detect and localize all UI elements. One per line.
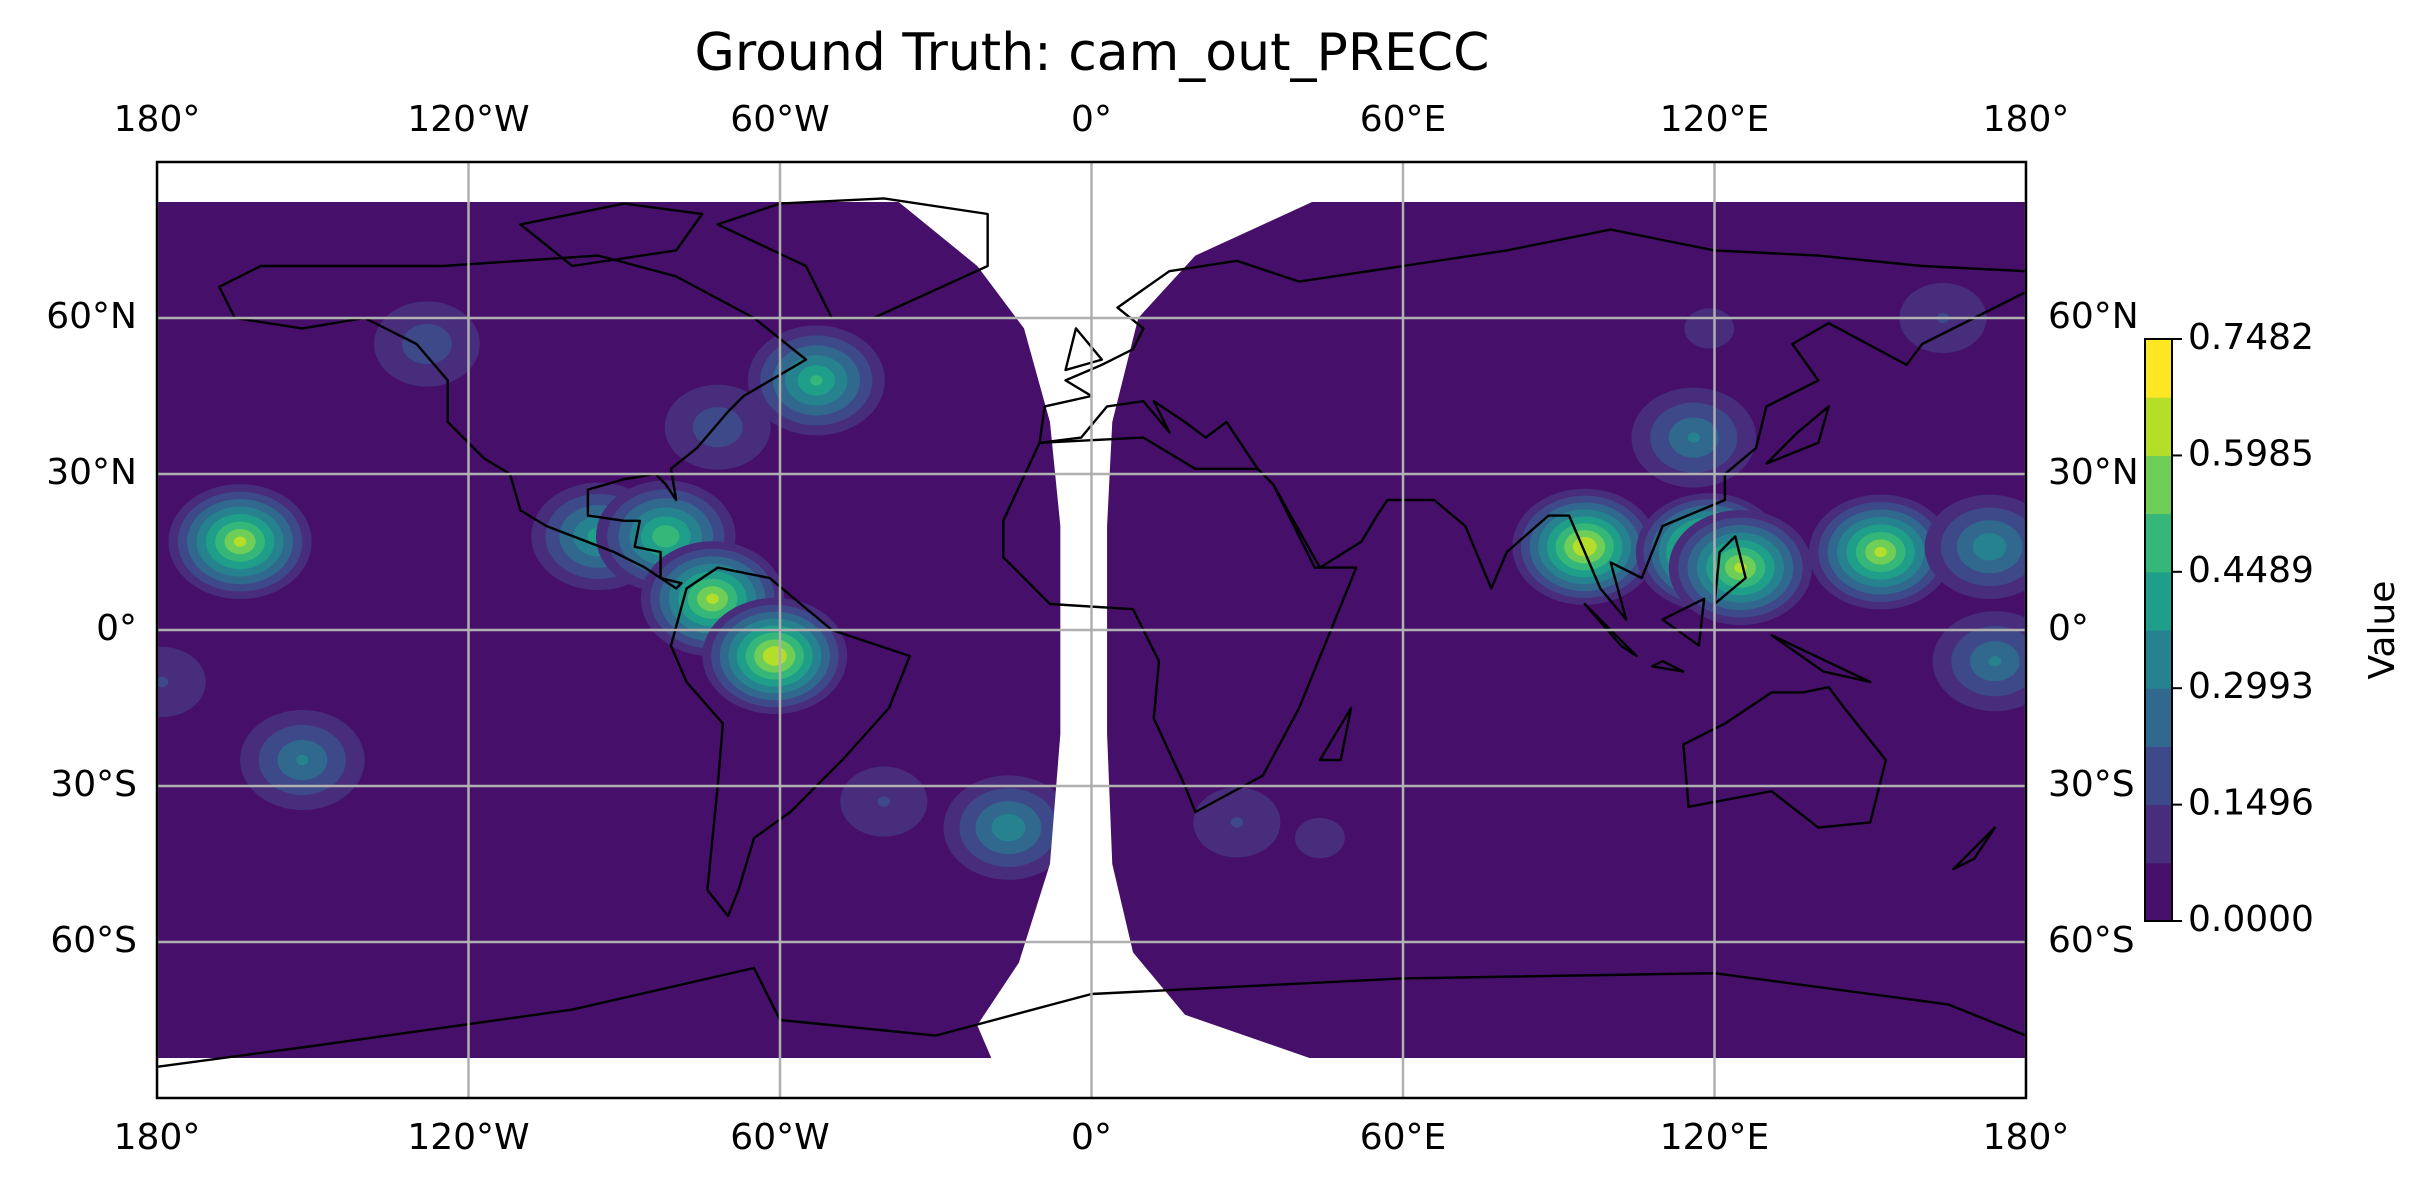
colorbar-label: Value	[2362, 581, 2403, 680]
contour-band	[810, 375, 823, 386]
map-frame	[155, 160, 2028, 1100]
colorbar-tick-label: 0.5985	[2188, 433, 2314, 474]
x-tick-label: 180°	[1983, 99, 2070, 140]
contour-band	[1230, 817, 1244, 828]
colorbar-band	[2145, 339, 2172, 398]
contour-band	[1572, 537, 1597, 557]
contour-band	[877, 796, 891, 807]
contour-band	[233, 536, 247, 547]
chart-title: Ground Truth: cam_out_PRECC	[695, 23, 1490, 83]
x-tick-label: 60°W	[730, 99, 829, 140]
colorbar-band	[2145, 862, 2172, 922]
x-tick-label: 0°	[1071, 1117, 1112, 1158]
coastlines	[157, 198, 2026, 1066]
contour-band	[1972, 533, 2007, 561]
x-tick-label: 120°W	[407, 99, 529, 140]
colorbar-tick-label: 0.2993	[2188, 666, 2314, 707]
colorbar-band	[2145, 804, 2172, 864]
contour-band	[157, 646, 206, 718]
colorbar-band	[2145, 397, 2172, 456]
colorbar-tick-label: 0.0000	[2188, 899, 2314, 940]
x-tick-label: 120°W	[407, 1117, 529, 1158]
x-tick-label: 60°W	[730, 1117, 829, 1158]
colorbar-frame	[2144, 338, 2173, 922]
contour-band	[1684, 308, 1735, 349]
colorbar-band	[2145, 571, 2172, 631]
y-tick-label: 0°	[96, 608, 137, 649]
contour-band	[762, 646, 787, 666]
colorbar-tick-label: 0.4489	[2188, 550, 2314, 591]
y-tick-label: 60°S	[2048, 920, 2135, 961]
colorbar: 0.0000 0.1496 0.2993 0.4489 0.5985 0.7482	[2144, 317, 2314, 940]
colorbar-band	[2145, 688, 2172, 747]
y-tick-label: 30°N	[46, 452, 137, 493]
y-tick-label: 30°N	[2048, 452, 2139, 493]
x-tick-label: 0°	[1071, 99, 1112, 140]
y-tick-label: 30°S	[50, 764, 137, 805]
colorbar-band	[2145, 513, 2172, 573]
colorbar-band	[2145, 746, 2172, 806]
y-tick-label: 0°	[2048, 608, 2089, 649]
map	[157, 162, 2026, 1098]
y-tick-label: 60°N	[46, 296, 137, 337]
colorbar-tick-label: 0.1496	[2188, 783, 2314, 824]
contour-band	[1295, 817, 1345, 859]
contour-band	[706, 593, 719, 604]
x-tick-label: 60°E	[1360, 99, 1447, 140]
contour-band	[991, 813, 1026, 842]
missing-data	[894, 198, 1320, 1062]
colorbar-tick-label: 0.7482	[2188, 317, 2314, 358]
grid	[157, 162, 2026, 1098]
x-tick-label: 180°	[114, 1117, 201, 1158]
x-tick-label: 120°E	[1660, 1117, 1769, 1158]
x-tick-label: 180°	[114, 99, 201, 140]
y-tick-label: 60°S	[50, 920, 137, 961]
x-tick-label: 180°	[1983, 1117, 2070, 1158]
contour-band	[1874, 546, 1887, 558]
contour-band	[692, 407, 743, 448]
contour-band	[652, 525, 680, 548]
contour-band	[296, 754, 309, 766]
colorbar-band	[2145, 630, 2172, 689]
y-tick-label: 60°N	[2048, 296, 2139, 337]
axis-labels: 180° 180° 120°W 120°W 60°W 60°W 0° 0° 60°E 60°E 12…	[46, 99, 2139, 1158]
y-tick-label: 30°S	[2048, 764, 2135, 805]
colorbar-band	[2145, 455, 2172, 515]
contour-band	[402, 323, 452, 365]
contour-band	[1988, 656, 2002, 667]
map-geometry	[157, 198, 2026, 1066]
x-tick-label: 120°E	[1660, 99, 1769, 140]
contour-band	[1687, 432, 1700, 443]
contour-band	[157, 676, 169, 688]
x-tick-label: 60°E	[1360, 1117, 1447, 1158]
